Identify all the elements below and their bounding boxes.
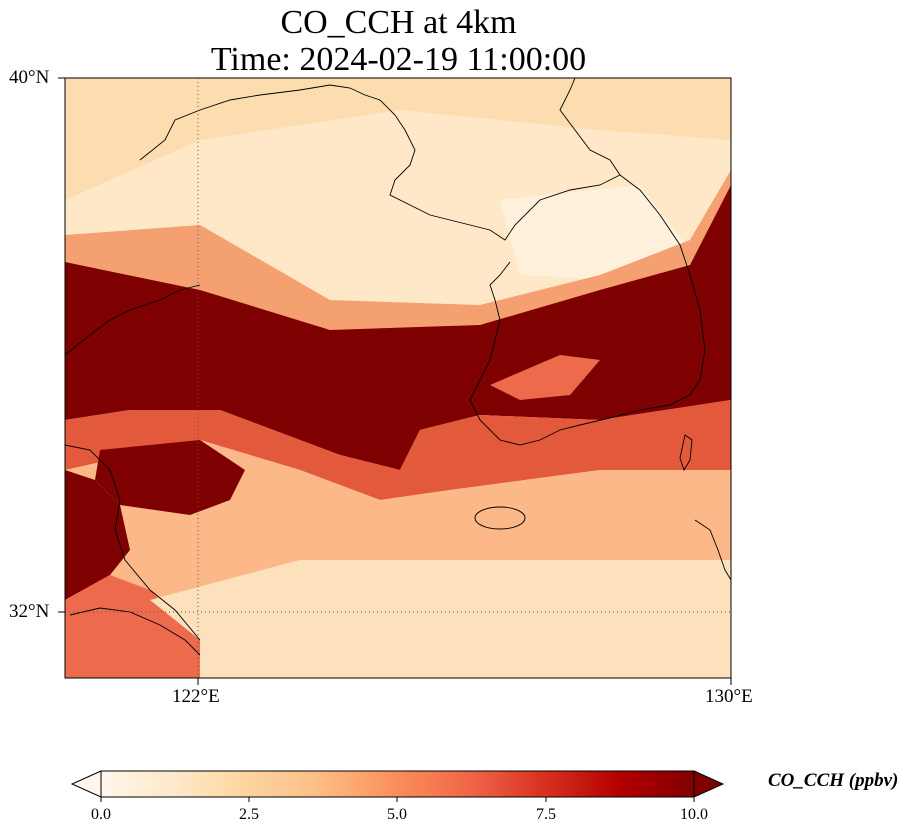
colorbar-extend-min — [72, 771, 101, 797]
colorbar-tick-label-1: 2.5 — [239, 806, 259, 824]
concentration-field — [65, 78, 731, 678]
field-south-light — [150, 560, 731, 678]
colorbar-gradient — [101, 771, 694, 797]
colorbar-tick-label-3: 7.5 — [536, 806, 556, 824]
lat-label-32: 32°N — [9, 601, 49, 623]
colorbar-label: CO_CCH (ppbv) — [768, 770, 898, 792]
map-figure — [0, 0, 921, 836]
lat-label-40: 40°N — [9, 67, 49, 89]
lon-label-122: 122°E — [172, 686, 220, 708]
colorbar-tick-label-2: 5.0 — [387, 806, 407, 824]
colorbar-tick-label-0: 0.0 — [91, 806, 111, 824]
colorbar-extend-max — [694, 771, 723, 797]
lon-label-130: 130°E — [705, 686, 753, 708]
colorbar-tick-label-4: 10.0 — [680, 806, 708, 824]
